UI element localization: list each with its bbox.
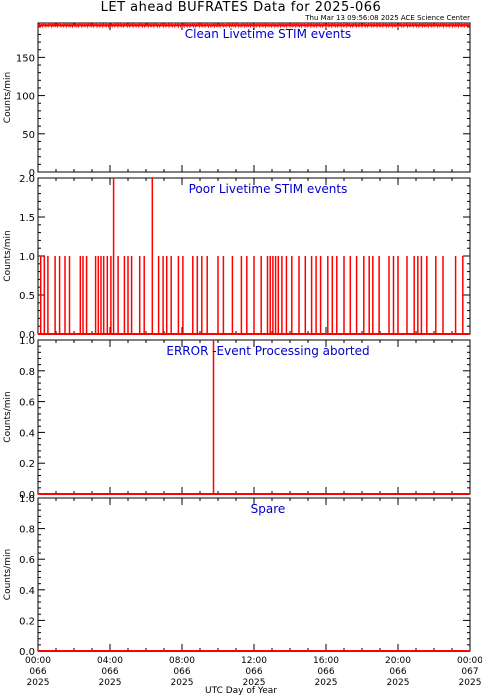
series-noise [37, 21, 471, 29]
y-tick-label: 0.6 [19, 398, 35, 409]
x-tick-label-time: 12:00 [241, 656, 267, 666]
x-tick-label-time: 08:00 [169, 656, 195, 666]
x-tick-label-year: 2025 [387, 678, 410, 688]
y-tick-label: 0.8 [19, 525, 35, 536]
panel-title: Poor Livetime STIM events [189, 182, 348, 196]
y-tick-label: 1.5 [19, 213, 35, 224]
y-tick-label: 0.0 [19, 490, 35, 501]
y-tick-label: 2.0 [19, 174, 35, 185]
x-tick-label-year: 2025 [171, 678, 194, 688]
x-tick-label-year: 2025 [99, 678, 122, 688]
x-tick-label-doy: 066 [389, 667, 406, 677]
y-tick-label: 0 [29, 168, 35, 179]
y-tick-label: 1.0 [19, 336, 35, 347]
x-tick-label-year: 2025 [315, 678, 338, 688]
x-tick-label-doy: 066 [317, 667, 334, 677]
y-tick-label: 0.4 [19, 586, 35, 597]
panel-title: Spare [251, 502, 286, 516]
y-tick-label: 50 [22, 130, 35, 141]
panel-frame [37, 339, 471, 495]
x-axis-label: UTC Day of Year [205, 686, 277, 696]
x-tick-label-time: 20:00 [385, 656, 411, 666]
y-tick-label: 0.8 [19, 367, 35, 378]
x-tick-label-year: 2025 [27, 678, 50, 688]
y-axis-label: Counts/min [3, 391, 13, 442]
x-tick-label-time: 04:00 [97, 656, 123, 666]
y-tick-label: 0.6 [19, 555, 35, 566]
y-tick-label: 0.0 [19, 330, 35, 341]
x-tick-label-doy: 066 [173, 667, 190, 677]
y-tick-label: 1.0 [19, 252, 35, 263]
y-tick-label: 0.4 [19, 428, 35, 439]
x-tick-label-time: 00:00 [457, 656, 482, 666]
timestamp: Thu Mar 13 09:56:08 2025 ACE Science Cen… [305, 14, 470, 22]
x-tick-label-year: 2025 [243, 678, 266, 688]
x-tick-label-doy: 066 [101, 667, 118, 677]
x-tick-label-doy: 066 [29, 667, 46, 677]
x-tick-label-time: 16:00 [313, 656, 339, 666]
panel-title: Clean Livetime STIM events [185, 27, 351, 41]
y-axis-label: Counts/min [3, 230, 13, 281]
y-tick-label: 1.0 [19, 494, 35, 505]
y-tick-label: 100 [16, 92, 35, 103]
y-tick-label: 0.2 [19, 459, 35, 470]
panel-frame [37, 22, 471, 173]
x-tick-label-time: 00:00 [25, 656, 51, 666]
x-tick-label-doy: 066 [245, 667, 262, 677]
chart-title: LET ahead BUFRATES Data for 2025-066 [100, 0, 382, 15]
x-tick-label-year: 2025 [459, 678, 482, 688]
y-tick-label: 0.5 [19, 291, 35, 302]
y-axis-label: Counts/min [3, 72, 13, 123]
y-axis-label: Counts/min [3, 549, 13, 600]
y-tick-label: 0.2 [19, 616, 35, 627]
x-tick-label-doy: 067 [461, 667, 478, 677]
panel-title: ERROR -Event Processing aborted [166, 344, 369, 358]
y-tick-label: 150 [16, 53, 35, 64]
y-tick-label: 0.0 [19, 647, 35, 658]
panel-frame [37, 497, 471, 652]
